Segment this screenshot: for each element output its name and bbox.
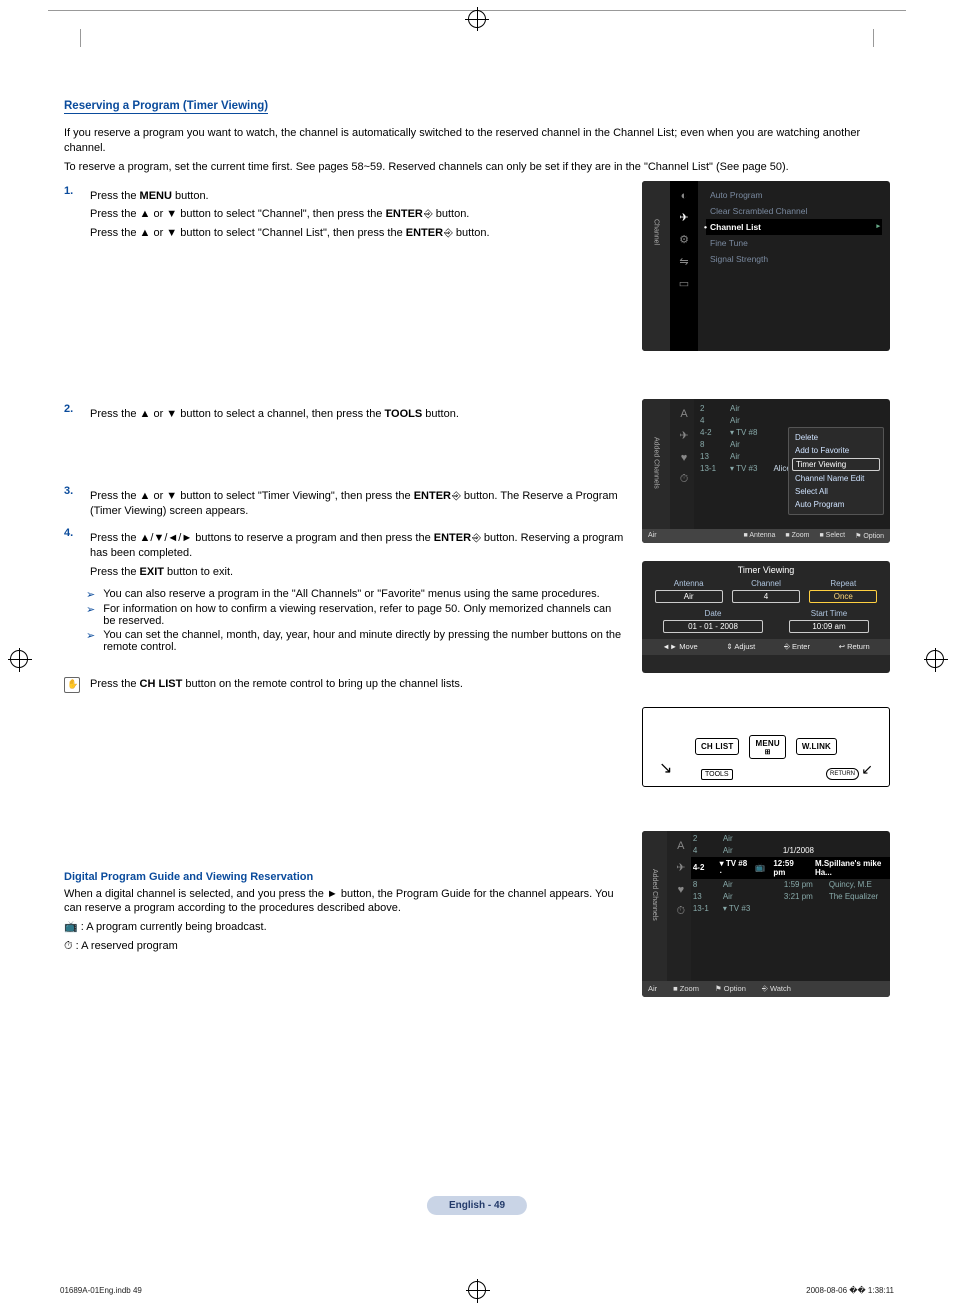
content-area: Reserving a Program (Timer Viewing) If y…	[64, 100, 890, 1015]
menu-button: MENU⊞	[749, 735, 785, 759]
repeat-value: Once	[809, 590, 877, 603]
registration-mark-icon	[10, 650, 28, 668]
channel-row: 4Air	[698, 415, 886, 427]
indesign-filename: 01689A-01Eng.indb 49	[60, 1286, 142, 1295]
epg-row: 2Air	[691, 833, 890, 845]
epg-row: 8Air1:59 pmQuincy, M.E	[691, 879, 890, 891]
tools-button: TOOLS	[701, 769, 733, 780]
epg-footer: Air ■ Zoom ⚑ Option ⎆ Watch	[642, 981, 890, 997]
step-number: 4.	[64, 527, 80, 584]
step-number: 1.	[64, 185, 80, 246]
timer-title: Timer Viewing	[642, 561, 890, 579]
enter-button-ref: ENTER	[386, 208, 423, 220]
intro-text: To reserve a program, set the current ti…	[64, 160, 890, 175]
osd-vlabel: Added Channels	[653, 437, 660, 489]
step-4: 4. Press the ▲/▼/◄/► buttons to reserve …	[64, 527, 624, 584]
osd-channel-menu: Channel ◐ ✈ ⚙ ⇋ ▭ Auto ProgramClear Scra…	[642, 181, 890, 351]
crop-mark	[80, 29, 81, 47]
channel-value: 4	[732, 590, 800, 603]
indesign-timestamp: 2008-08-06 �� 1:38:11	[806, 1286, 894, 1295]
return-button: RETURN	[826, 768, 859, 780]
setup-icon: ⚙	[670, 229, 698, 251]
epg-row: 4Air1/1/2008	[691, 845, 890, 857]
registration-mark-icon	[468, 1281, 486, 1299]
picture-icon: ◐	[670, 185, 698, 207]
osd-channel-list: Added Channels A ✈ ♥ ⏱ 2Air4Air4-2▾ TV #…	[642, 399, 890, 543]
osd-menu-item: Signal Strength	[706, 251, 882, 267]
tools-item: Add to Favorite	[789, 444, 883, 457]
tools-item: Delete	[789, 431, 883, 444]
osd-vlabel: Added Channels	[651, 869, 658, 921]
sub-paragraph: When a digital channel is selected, and …	[64, 887, 624, 917]
epg-row: 13-1▾ TV #3	[691, 903, 890, 915]
channel-icon: ✈	[670, 207, 698, 229]
osd-iconstrip: ◐ ✈ ⚙ ⇋ ▭	[670, 181, 698, 351]
arrow-icon: ↘	[659, 758, 672, 778]
osd-vlabel: Channel	[653, 219, 660, 245]
remote-tip: Press the CH LIST button on the remote c…	[64, 677, 624, 693]
starttime-value: 10:09 am	[789, 620, 869, 633]
channel-row: 2Air	[698, 403, 886, 415]
crop-mark	[873, 29, 874, 47]
tools-popup: DeleteAdd to FavoriteTimer ViewingChanne…	[788, 427, 884, 515]
step-number: 3.	[64, 485, 80, 523]
section-title: Reserving a Program (Timer Viewing)	[64, 100, 268, 114]
step-3: 3. Press the ▲ or ▼ button to select "Ti…	[64, 485, 624, 523]
timer-footer: ◄► Move ⇕ Adjust ⎆ Enter ↩ Return	[642, 639, 890, 655]
remote-icon	[64, 677, 80, 693]
registration-mark-icon	[468, 10, 486, 28]
enter-icon	[423, 208, 433, 220]
enter-icon	[443, 227, 453, 239]
menu-button-ref: MENU	[140, 190, 172, 202]
step-1: 1. Press the MENU button. Press the ▲ or…	[64, 185, 624, 246]
step-number: 2.	[64, 403, 80, 426]
antenna-value: Air	[655, 590, 723, 603]
osd-menu-item: Channel List▸	[706, 219, 882, 235]
legend-broadcast: 📺 : A program currently being broadcast.	[64, 920, 624, 935]
note: ➢You can set the channel, month, day, ye…	[86, 629, 624, 653]
legend-reserved: ⏱ : A reserved program	[64, 939, 624, 954]
osd-timer-viewing: Timer Viewing AntennaAir Channel4 Repeat…	[642, 561, 890, 673]
wlink-button: W.LINK	[796, 738, 837, 755]
enter-icon	[471, 532, 481, 544]
epg-row: 13Air3:21 pmThe Equalizer	[691, 891, 890, 903]
osd-program-guide: Added Channels A ✈ ♥ ⏱ 2Air4Air1/1/20084…	[642, 831, 890, 997]
exit-button-ref: EXIT	[140, 566, 164, 578]
tools-item: Select All	[789, 485, 883, 498]
tools-item: Timer Viewing	[792, 458, 880, 471]
date-value: 01 - 01 - 2008	[663, 620, 763, 633]
note: ➢For information on how to confirm a vie…	[86, 603, 624, 627]
tools-button-ref: TOOLS	[385, 408, 423, 420]
osd-menu-item: Auto Program	[706, 187, 882, 203]
epg-row-highlight: 4-2▾ TV #8 ·📺12:59 pmM.Spillane's mike H…	[691, 857, 890, 879]
enter-icon	[451, 490, 461, 502]
sub-heading: Digital Program Guide and Viewing Reserv…	[64, 871, 624, 883]
step-2: 2. Press the ▲ or ▼ button to select a c…	[64, 403, 624, 426]
osd-menu-item: Clear Scrambled Channel	[706, 203, 882, 219]
intro-text: If you reserve a program you want to wat…	[64, 126, 890, 156]
app-icon: ▭	[670, 273, 698, 295]
chlist-button: CH LIST	[695, 738, 740, 755]
registration-mark-icon	[926, 650, 944, 668]
tools-item: Auto Program	[789, 498, 883, 511]
arrow-icon: ↙	[861, 761, 873, 778]
osd-footer: Air ■ Antenna ■ Zoom ■ Select ⚑ Option	[642, 529, 890, 543]
note: ➢You can also reserve a program in the "…	[86, 588, 624, 601]
osd-menu-item: Fine Tune	[706, 235, 882, 251]
input-icon: ⇋	[670, 251, 698, 273]
tools-item: Channel Name Edit	[789, 472, 883, 485]
remote-illustration: CH LIST MENU⊞ W.LINK ↘ TOOLS RETURN ↙	[642, 707, 890, 787]
chlist-button-ref: CH LIST	[140, 678, 183, 690]
page-number: English - 49	[427, 1196, 527, 1215]
